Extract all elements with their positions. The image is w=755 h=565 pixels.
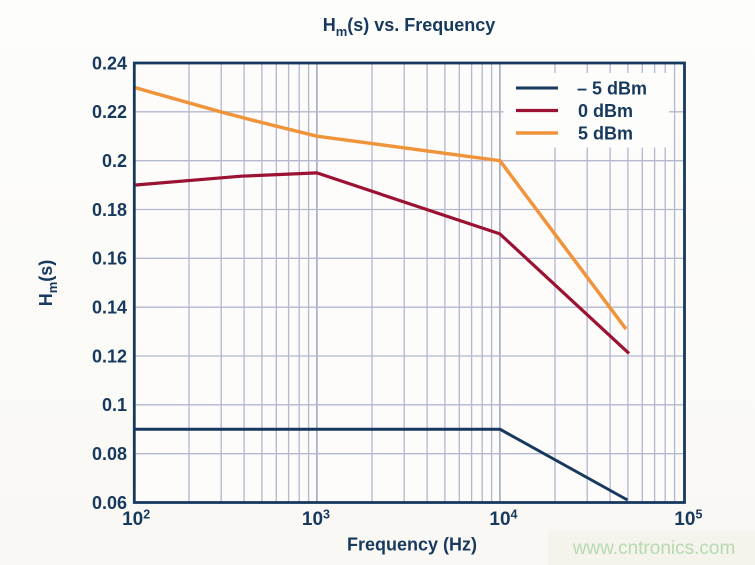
svg-text:0.22: 0.22 [92, 102, 127, 122]
svg-text:0.06: 0.06 [92, 493, 127, 513]
svg-text:0.2: 0.2 [102, 151, 127, 171]
svg-text:Frequency (Hz): Frequency (Hz) [347, 535, 477, 555]
svg-text:0.14: 0.14 [92, 298, 127, 318]
svg-text:102: 102 [122, 508, 150, 531]
svg-text:0.16: 0.16 [92, 249, 127, 269]
svg-text:0.1: 0.1 [102, 395, 127, 415]
svg-text:0.08: 0.08 [92, 444, 127, 464]
svg-text:www.cntronics.com: www.cntronics.com [572, 538, 736, 559]
svg-text:104: 104 [489, 508, 517, 531]
svg-text:105: 105 [674, 508, 702, 531]
svg-text:0.12: 0.12 [92, 346, 127, 366]
svg-text:0 dBm: 0 dBm [578, 101, 633, 121]
svg-text:0.18: 0.18 [92, 200, 127, 220]
svg-text:0.24: 0.24 [92, 53, 127, 73]
svg-text:– 5 dBm: – 5 dBm [577, 78, 647, 98]
svg-text:103: 103 [302, 508, 330, 531]
svg-text:5 dBm: 5 dBm [578, 123, 633, 143]
